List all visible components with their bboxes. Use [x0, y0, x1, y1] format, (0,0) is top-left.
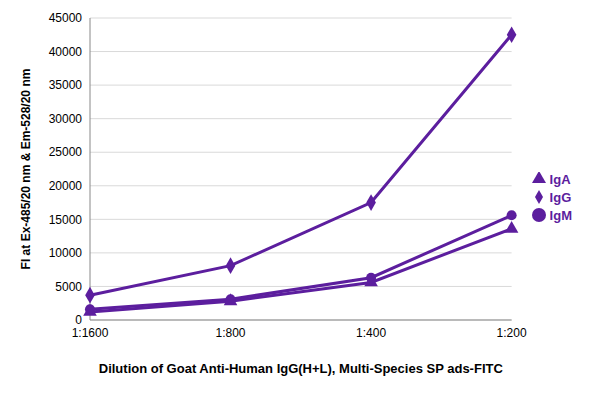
svg-text:30000: 30000 — [49, 112, 83, 126]
svg-text:40000: 40000 — [49, 45, 83, 59]
svg-text:1:800: 1:800 — [216, 326, 246, 340]
svg-text:0: 0 — [75, 313, 82, 327]
svg-text:45000: 45000 — [49, 11, 83, 25]
svg-text:35000: 35000 — [49, 78, 83, 92]
svg-text:1:200: 1:200 — [497, 326, 527, 340]
svg-text:10000: 10000 — [49, 246, 83, 260]
svg-text:Dilution of Goat Anti-Human Ig: Dilution of Goat Anti-Human IgG(H+L), Mu… — [99, 361, 504, 376]
svg-text:15000: 15000 — [49, 213, 83, 227]
svg-text:25000: 25000 — [49, 145, 83, 159]
svg-text:FI at Ex-485/20 nm & Em-528/20: FI at Ex-485/20 nm & Em-528/20 nm — [19, 69, 33, 270]
html-text:IgM: IgM — [549, 207, 572, 223]
svg-text:5000: 5000 — [55, 280, 82, 294]
svg-text:20000: 20000 — [49, 179, 83, 193]
html-text:IgA: IgA — [549, 171, 571, 187]
svg-text:1:1600: 1:1600 — [72, 326, 109, 340]
html-text:IgG: IgG — [549, 189, 572, 205]
svg-text:1:400: 1:400 — [356, 326, 386, 340]
